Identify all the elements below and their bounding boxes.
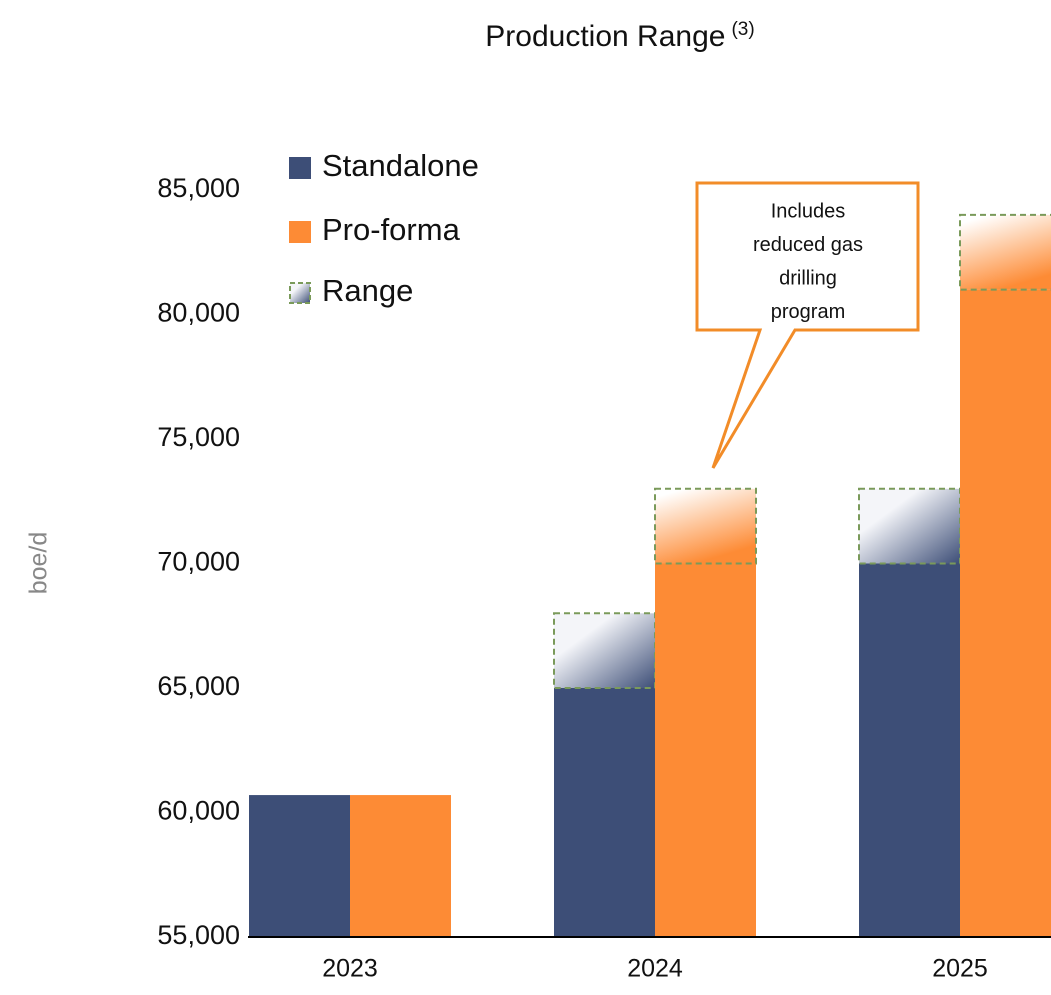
bar [554, 688, 655, 937]
callout-box [695, 181, 920, 469]
chart-title: Production Range (3) [485, 19, 754, 53]
title-note: (3) [731, 19, 754, 40]
annotation-line: Includes [771, 200, 846, 222]
y-axis-label: boe/d [25, 532, 53, 595]
legend-label: Pro-forma [322, 212, 461, 247]
range-bar [654, 487, 757, 565]
legend-swatch [289, 282, 311, 304]
bar [960, 289, 1051, 938]
range-bar [553, 612, 656, 689]
annotation-line: drilling [779, 267, 837, 289]
x-tick-label: 2025 [932, 955, 988, 983]
range-bar [858, 487, 961, 565]
legend-swatch [289, 157, 311, 179]
y-tick-label: 65,000 [157, 671, 240, 701]
bar [249, 795, 350, 937]
y-tick-label: 85,000 [157, 173, 240, 203]
y-tick-label: 60,000 [157, 796, 240, 826]
annotation-line: reduced gas [753, 234, 863, 256]
legend-label: Range [322, 273, 413, 308]
y-tick-label: 70,000 [157, 547, 240, 577]
y-tick-label: 55,000 [157, 920, 240, 950]
x-tick-label: 2024 [627, 955, 683, 983]
bar [655, 563, 756, 937]
bar [350, 795, 451, 937]
title-text: Production Range [485, 20, 725, 53]
legend-label: Standalone [322, 148, 479, 183]
range-bar [959, 213, 1051, 291]
y-tick-label: 75,000 [157, 422, 240, 452]
y-tick-label: 80,000 [157, 298, 240, 328]
bar [859, 563, 960, 937]
legend-swatch [289, 221, 311, 243]
annotation-line: program [771, 301, 845, 323]
x-tick-label: 2023 [322, 955, 378, 983]
